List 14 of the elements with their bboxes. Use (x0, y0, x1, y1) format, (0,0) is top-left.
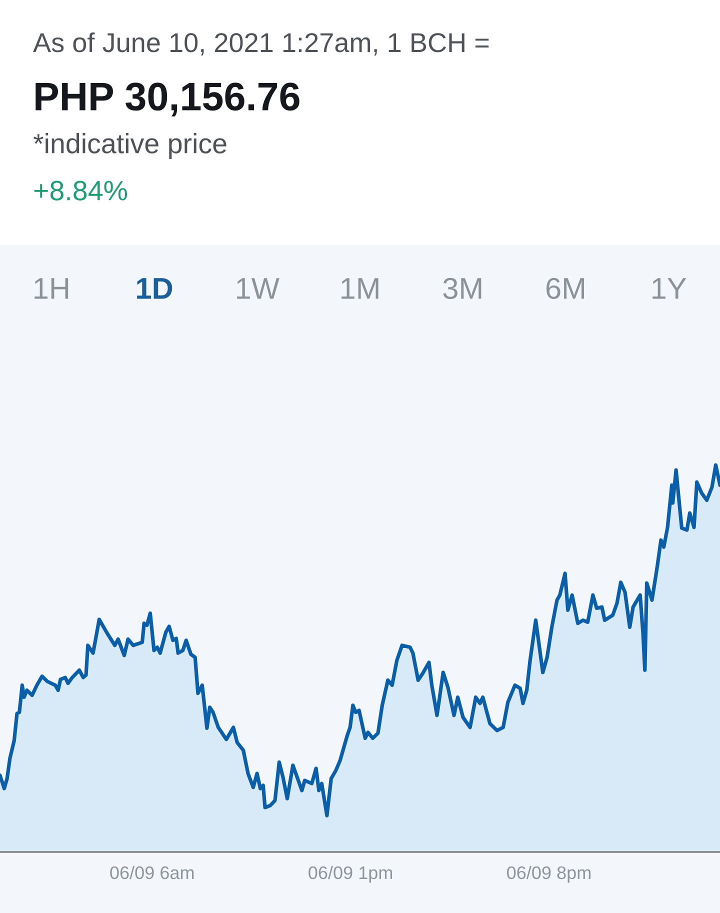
chart-title: As of June 10, 2021 1:27am, 1 BCH = (33, 32, 489, 56)
text: 6M (546, 278, 584, 300)
text: *indicative price (33, 133, 226, 159)
text: 1M (342, 278, 378, 299)
text: +8.84% (34, 180, 127, 200)
x-tick-label: 06/09 1pm (308, 866, 392, 883)
text: 1H (34, 278, 68, 299)
chart-subtitle: PHP 30,156.76 (36, 82, 300, 116)
x-tick-label: 06/09 8pm (507, 866, 590, 883)
text: 3M (443, 278, 482, 300)
text: 1D (137, 278, 172, 299)
text: 1Y (652, 278, 686, 299)
x-tick-label: 06/09 6am (110, 866, 194, 880)
text: 1W (237, 278, 280, 299)
